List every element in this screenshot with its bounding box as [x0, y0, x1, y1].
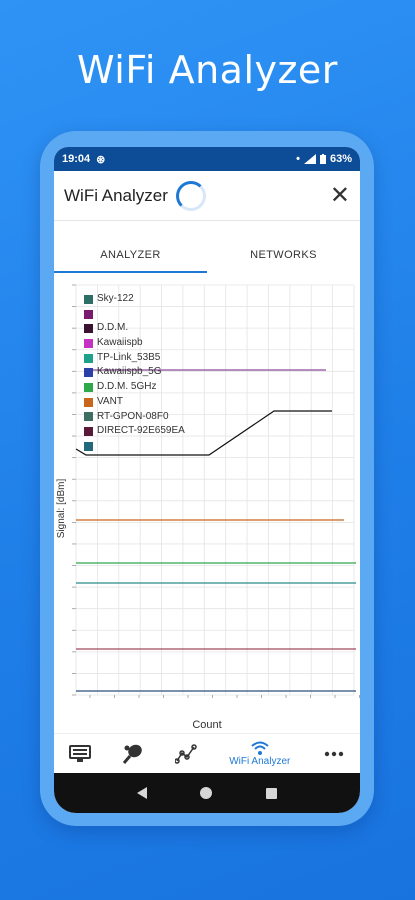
- legend-item: DIRECT-92E659EA: [84, 424, 244, 439]
- tab-bar: ANALYZER NETWORKS: [54, 237, 360, 273]
- legend-label: D.D.M. 5GHz: [97, 381, 157, 393]
- battery-icon: [319, 154, 326, 164]
- dot-icon: •: [296, 153, 300, 165]
- graph-icon: [174, 743, 197, 764]
- legend-label: RT-GPON-08F0: [97, 410, 169, 422]
- legend-label: Sky-122: [97, 293, 134, 304]
- legend-swatch: [84, 353, 93, 363]
- legend-swatch: [84, 427, 93, 437]
- sync-icon: ⊛: [96, 153, 106, 166]
- nav-graph[interactable]: [160, 734, 213, 773]
- legend-item: Kawaiispb_5G: [84, 365, 244, 380]
- wifi-icon: [251, 741, 269, 755]
- close-button[interactable]: ✕: [329, 181, 350, 209]
- legend-swatch: [84, 324, 93, 334]
- back-icon[interactable]: [136, 787, 147, 799]
- nav-wifi-analyzer[interactable]: WiFi Analyzer: [212, 734, 307, 773]
- android-nav-bar: [54, 773, 360, 813]
- legend-swatch: [84, 412, 93, 422]
- nav-tennis[interactable]: [107, 734, 160, 773]
- phone-frame: 19:04 ⊛ • 63% WiFi Analyzer ✕ ANALYZER N…: [40, 131, 374, 826]
- legend-label: D.D.M.: [97, 322, 129, 334]
- legend-swatch: [84, 441, 93, 451]
- bottom-nav: WiFi Analyzer: [54, 733, 360, 773]
- legend-swatch: [84, 309, 93, 319]
- tab-networks[interactable]: NETWORKS: [250, 249, 317, 261]
- chart-svg: [72, 284, 360, 698]
- tennis-icon: [123, 744, 142, 764]
- loading-spinner-icon: [175, 180, 206, 211]
- legend-label: TP-Link_53B5: [97, 351, 161, 363]
- recents-icon[interactable]: [266, 787, 278, 799]
- chart-legend: Sky-122 D.D.M. Kawaiispb TP-Link_53B5 Kawaii…: [84, 292, 244, 454]
- legend-item: RT-GPON-08F0: [84, 410, 244, 425]
- app-title: WiFi Analyzer: [64, 185, 168, 205]
- status-bar: 19:04 ⊛ • 63%: [54, 147, 360, 171]
- more-icon: [324, 751, 343, 756]
- legend-swatch: [84, 338, 93, 348]
- legend-swatch: [84, 397, 93, 407]
- legend-item: [84, 439, 244, 454]
- home-icon[interactable]: [200, 787, 213, 799]
- tab-analyzer[interactable]: ANALYZER: [54, 237, 207, 273]
- legend-swatch: [84, 368, 93, 378]
- legend-item: VANT: [84, 395, 244, 410]
- legend-label: Kawaiispb_5G: [97, 366, 162, 378]
- phone-screen: 19:04 ⊛ • 63% WiFi Analyzer ✕ ANALYZER N…: [54, 147, 360, 813]
- legend-item: D.D.M.: [84, 321, 244, 336]
- promo-title: WiFi Analyzer: [77, 48, 338, 92]
- legend-item: Sky-122: [84, 292, 244, 307]
- legend-label: Kawaiispb: [97, 337, 143, 349]
- legend-item: D.D.M. 5GHz: [84, 380, 244, 395]
- chart-x-label: Count: [192, 719, 222, 731]
- legend-label: DIRECT-92E659EA: [97, 425, 185, 437]
- chart-y-label: Signal: [dBm]: [56, 478, 68, 539]
- app-bar: WiFi Analyzer ✕: [54, 171, 360, 221]
- legend-label: VANT: [97, 395, 123, 407]
- battery-percent: 63%: [329, 153, 352, 165]
- legend-swatch: [84, 294, 93, 304]
- nav-wifi-analyzer-label: WiFi Analyzer: [229, 755, 291, 767]
- signal-chart: Sky-122 D.D.M. Kawaiispb TP-Link_53B5 Kawaii…: [54, 273, 360, 723]
- legend-item: [84, 307, 244, 322]
- status-time: 19:04: [62, 153, 91, 165]
- status-right: • 63%: [296, 153, 352, 165]
- nav-monitor[interactable]: [54, 734, 107, 773]
- signal-trace: [75, 410, 332, 456]
- signal-icon: [303, 154, 316, 164]
- legend-item: TP-Link_53B5: [84, 351, 244, 366]
- nav-more[interactable]: [307, 734, 360, 773]
- legend-swatch: [84, 382, 93, 392]
- legend-item: Kawaiispb: [84, 336, 244, 351]
- monitor-icon: [69, 744, 92, 762]
